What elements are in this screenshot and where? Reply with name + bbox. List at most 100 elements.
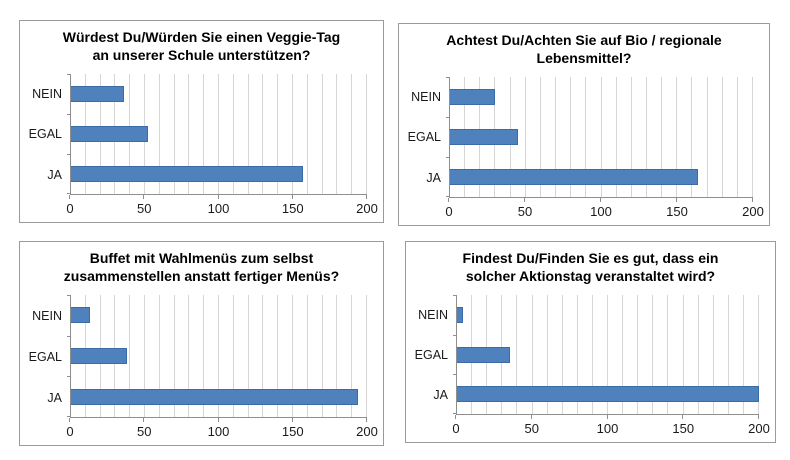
x-tick-label: 200 <box>356 201 378 216</box>
plot-area <box>446 77 753 198</box>
gridline <box>188 295 190 417</box>
band-nein <box>71 295 367 336</box>
gridline <box>652 295 654 414</box>
bar-nein <box>71 307 91 324</box>
x-axis-tick <box>291 195 293 199</box>
gridline <box>742 295 744 414</box>
category-label-ja: JA <box>47 167 62 182</box>
plot-area <box>67 74 367 195</box>
x-axis-tick <box>448 198 449 202</box>
gridline <box>712 295 714 414</box>
gridline <box>306 295 308 417</box>
gridline <box>336 74 338 194</box>
band-ja <box>71 376 367 417</box>
x-tick-label: 100 <box>207 201 230 216</box>
category-axis-tick <box>446 77 450 78</box>
gridline <box>277 295 279 417</box>
x-axis-tick <box>217 418 219 422</box>
chart-title: Achtest Du/Achten Sie auf Bio / regional… <box>446 32 722 66</box>
gridline <box>546 295 548 414</box>
chart-buffet-wahlmenues: Buffet mit Wahlmenüs zum selbst zusammen… <box>19 241 384 446</box>
category-axis-tick <box>67 154 71 155</box>
gridline <box>622 295 624 414</box>
gridline <box>576 295 578 414</box>
gridline <box>516 295 518 414</box>
category-axis-tick <box>453 334 457 336</box>
bar-ja <box>71 166 304 182</box>
x-axis-tick <box>455 415 456 419</box>
bar-ja <box>71 388 359 405</box>
chart-veggie-day-support: Würdest Du/Würden Sie einen Veggie-Tag a… <box>19 20 384 223</box>
gridline <box>661 77 663 197</box>
x-axis-tick <box>143 418 145 422</box>
category-axis-tick <box>67 193 71 194</box>
x-tick-label: 50 <box>137 201 152 216</box>
x-tick-label: 100 <box>590 204 612 219</box>
band-egal <box>457 335 759 375</box>
gridline <box>539 77 541 197</box>
gridline <box>758 295 759 414</box>
gridline <box>555 77 557 197</box>
gridline <box>158 295 160 417</box>
gridline <box>351 295 353 417</box>
category-label-nein: NEIN <box>418 308 448 322</box>
gridline <box>736 77 738 197</box>
bar-nein <box>457 306 464 323</box>
category-label-nein: NEIN <box>32 308 62 323</box>
gridline <box>262 295 264 417</box>
gridline <box>667 295 669 414</box>
gridline <box>600 77 602 197</box>
x-tick-label: 100 <box>596 421 619 436</box>
band-ja <box>450 157 753 197</box>
chart-plot-region: NEIN EGAL JA 0 50 100 150 200 <box>20 66 383 222</box>
gridline <box>336 295 338 417</box>
band-egal <box>450 117 753 157</box>
x-tick-label: 50 <box>517 204 533 219</box>
gridline <box>570 77 572 197</box>
chart-title: Findest Du/Finden Sie es gut, dass ein s… <box>462 250 719 284</box>
plot-area <box>453 295 759 415</box>
x-tick-label: 100 <box>207 424 230 439</box>
plot-area <box>67 295 367 418</box>
x-tick-label: 150 <box>281 424 304 439</box>
gridline <box>173 295 175 417</box>
band-egal <box>71 336 367 377</box>
axis-corner <box>408 415 456 437</box>
chart-plot-region: NEIN EGAL JA 0 50 100 150 200 <box>399 69 769 225</box>
chart-plot-region: NEIN EGAL JA 0 50 100 150 200 <box>20 287 383 445</box>
gridline <box>306 74 308 194</box>
x-axis-labels: 0 50 100 150 200 <box>452 415 770 437</box>
gridline <box>203 295 205 417</box>
category-label-nein: NEIN <box>411 90 441 105</box>
x-axis-tick <box>217 195 219 199</box>
gridline <box>232 74 234 194</box>
x-axis-tick <box>530 415 532 419</box>
chart-title: Buffet mit Wahlmenüs zum selbst zusammen… <box>63 250 340 284</box>
x-tick-label: 0 <box>66 424 74 439</box>
gridline <box>697 295 699 414</box>
bars-layer <box>71 74 367 194</box>
x-tick-label: 200 <box>748 421 770 436</box>
x-tick-label: 200 <box>742 204 764 219</box>
gridline <box>630 77 632 197</box>
gridline <box>218 74 219 194</box>
x-axis-tick <box>366 418 367 422</box>
category-axis-labels: NEIN EGAL JA <box>22 74 70 195</box>
x-axis-tick <box>524 198 525 202</box>
gridline <box>262 74 264 194</box>
category-axis-tick <box>67 416 71 417</box>
category-axis-tick <box>67 295 71 296</box>
gridline <box>144 295 145 417</box>
gridline <box>727 295 729 414</box>
x-axis-tick <box>366 195 367 199</box>
gridline <box>321 295 323 417</box>
x-axis-tick <box>676 198 677 202</box>
category-axis-tick <box>453 295 457 296</box>
gridline <box>366 74 367 194</box>
category-axis-tick <box>453 374 457 376</box>
category-label-egal: EGAL <box>407 130 441 145</box>
band-nein <box>450 77 753 117</box>
category-axis-tick <box>67 113 71 115</box>
axis-corner <box>401 198 449 220</box>
gridline <box>277 74 279 194</box>
